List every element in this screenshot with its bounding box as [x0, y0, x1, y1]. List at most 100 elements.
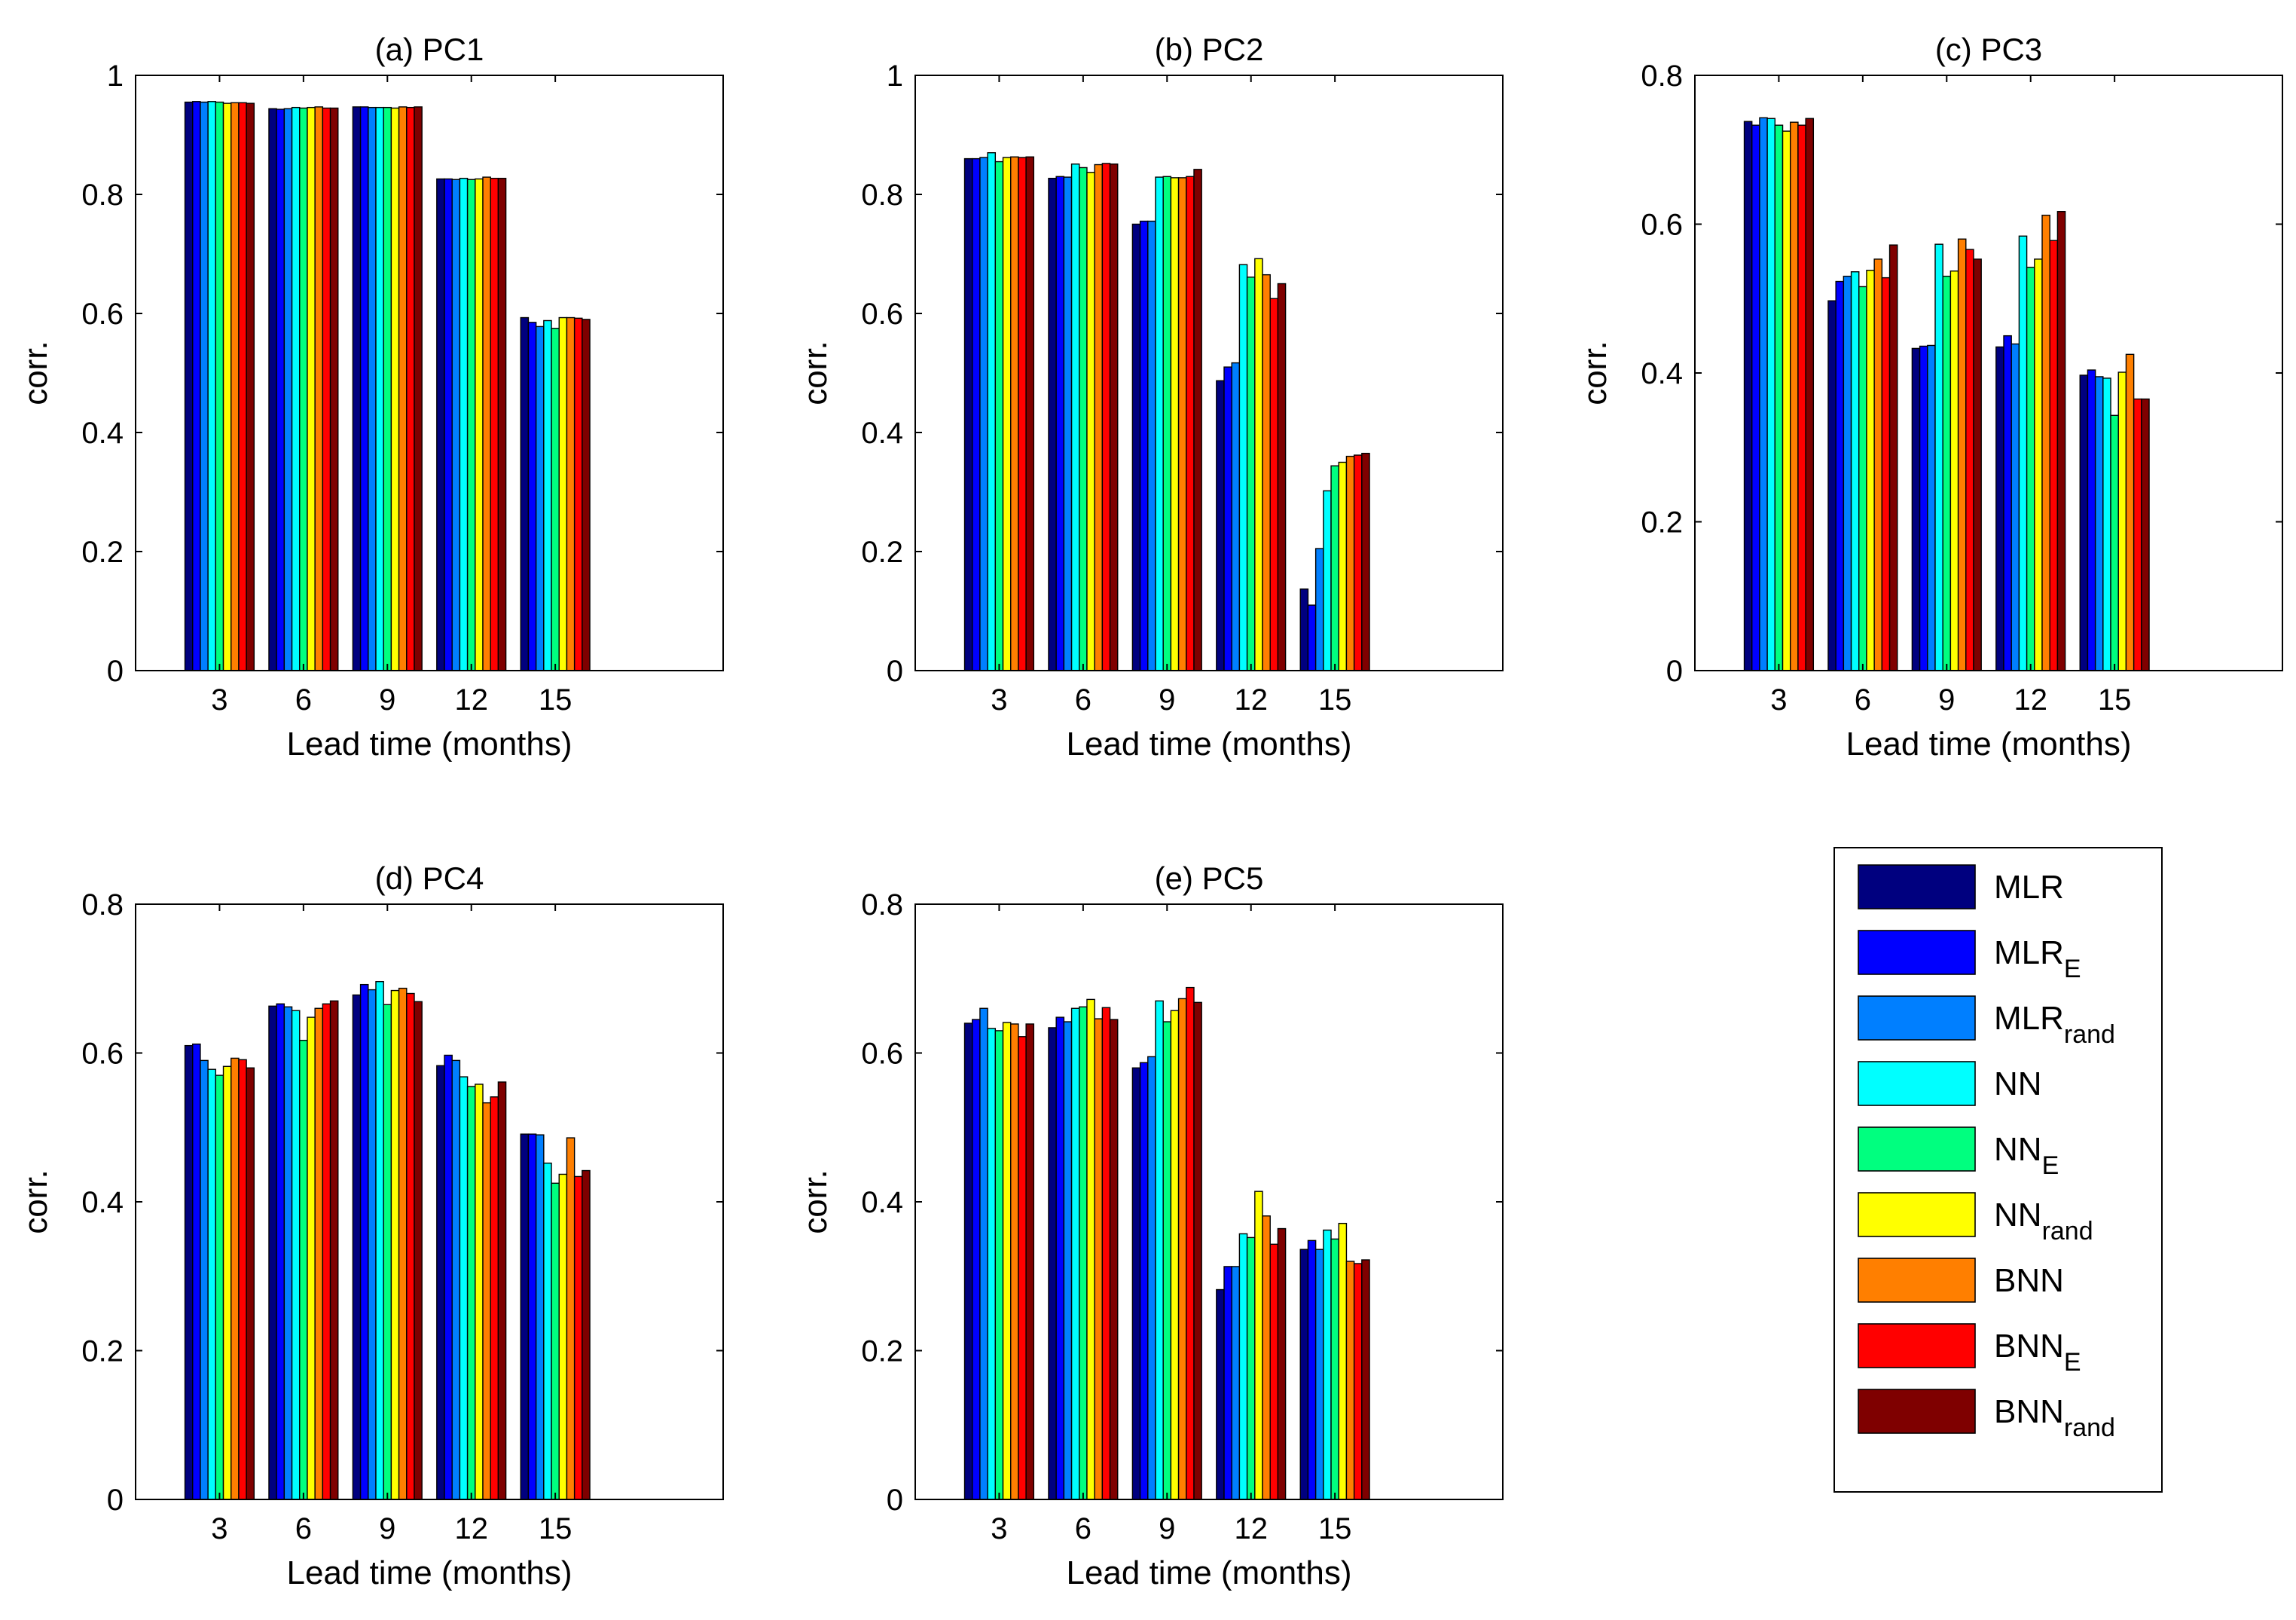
x-tick-label: 3: [1770, 683, 1787, 717]
bar-MLR-15: [520, 316, 530, 671]
bar-MLR-3: [184, 101, 194, 671]
bar-MLR_rand-12: [451, 179, 461, 671]
bar-BNN_rand-12: [1277, 283, 1287, 671]
y-tick-label: 0: [107, 1484, 124, 1517]
bar-NN_E-12: [466, 1086, 476, 1500]
bar-BNN_E-15: [1353, 1263, 1363, 1500]
legend-label: NN: [1994, 1065, 2042, 1102]
x-tick-label: 6: [295, 683, 312, 717]
bar-MLR_rand-9: [1147, 220, 1156, 671]
legend-swatch: [1858, 1323, 1976, 1368]
bar-MLR_E-6: [1835, 280, 1845, 671]
bar-NN_rand-9: [1170, 1010, 1180, 1500]
bar-NN-9: [1155, 1000, 1164, 1500]
bar-NN_E-6: [1858, 286, 1867, 671]
bar-MLR_rand-15: [535, 326, 545, 671]
bar-BNN-3: [1790, 121, 1799, 671]
x-tick-label: 9: [1159, 683, 1175, 717]
x-tick-label: 15: [2098, 683, 2132, 717]
bar-BNN_E-12: [1269, 298, 1279, 671]
bar-NN_rand-15: [1338, 1222, 1348, 1500]
bar-NN_E-12: [466, 179, 476, 671]
bar-NN_E-6: [1079, 1006, 1088, 1500]
bar-BNN-6: [1873, 258, 1883, 671]
bar-NN-12: [1238, 264, 1248, 671]
y-tick-label: 0.4: [861, 1186, 903, 1219]
bar-BNN-3: [231, 1057, 240, 1500]
bar-NN-6: [1070, 164, 1080, 671]
y-tick-label: 1: [107, 60, 124, 93]
bar-NN_rand-12: [475, 178, 484, 671]
bar-MLR_rand-3: [200, 1059, 209, 1500]
bar-NN_E-6: [299, 1040, 308, 1500]
x-axis-label: Lead time (months): [1066, 726, 1351, 763]
legend-swatch: [1858, 1258, 1976, 1303]
bar-BNN_rand-12: [2056, 211, 2066, 671]
bar-NN_E-15: [551, 328, 560, 671]
bar-MLR-6: [1827, 300, 1836, 671]
bar-MLR_rand-15: [1314, 548, 1324, 671]
x-tick-label: 6: [1075, 683, 1092, 717]
legend-swatch: [1858, 995, 1976, 1041]
bar-MLR_E-12: [444, 178, 453, 671]
bar-BNN-9: [398, 106, 408, 671]
y-axis-label: corr.: [1577, 341, 1614, 405]
bar-BNN_E-3: [238, 102, 247, 671]
bar-NN-3: [207, 1068, 217, 1500]
chart-panel-4: 0 0.2 0.4 0.6 0.8 3 6 9 12 15 (d) PC4 Lead time (mo…: [17, 860, 724, 1591]
bar-MLR_E-15: [1307, 1239, 1317, 1500]
x-tick-label: 3: [211, 683, 227, 717]
bar-NN-15: [2102, 377, 2111, 671]
bar-MLR-12: [436, 178, 445, 671]
bar-BNN-3: [1010, 156, 1019, 671]
bar-NN-6: [291, 106, 301, 671]
bar-BNN_rand-6: [1109, 164, 1119, 671]
bar-BNN_E-12: [2049, 240, 2059, 671]
y-tick-label: 1: [887, 60, 903, 93]
bar-NN_E-15: [1330, 465, 1339, 671]
y-tick-label: 0.2: [1641, 506, 1683, 539]
y-tick-label: 0.2: [81, 1335, 124, 1368]
x-tick-label: 12: [454, 683, 488, 717]
bar-BNN_E-12: [1269, 1243, 1279, 1500]
bar-BNN_E-15: [573, 1175, 583, 1500]
bar-BNN-15: [566, 1137, 576, 1500]
chart-title: (a) PC1: [375, 32, 484, 67]
bar-NN_E-3: [215, 101, 224, 671]
bar-BNN_rand-12: [1277, 1227, 1287, 1500]
bar-MLR_E-3: [1751, 124, 1760, 671]
y-axis-label: corr.: [17, 341, 54, 405]
bar-BNN-3: [1010, 1023, 1019, 1500]
bar-BNN_E-15: [2133, 398, 2142, 671]
bar-MLR_E-6: [276, 109, 285, 671]
bar-BNN_rand-6: [329, 107, 339, 671]
y-axis-label: corr.: [797, 1169, 834, 1234]
bar-BNN-9: [398, 987, 408, 1500]
bar-MLR-9: [1131, 1067, 1141, 1500]
bar-BNN_rand-15: [1361, 1259, 1370, 1500]
bar-BNN_E-6: [322, 1003, 331, 1500]
x-tick-label: 6: [1855, 683, 1871, 717]
bar-BNN_E-9: [1965, 249, 1974, 671]
bar-BNN-12: [482, 1102, 491, 1500]
y-tick-label: 0.6: [861, 298, 903, 331]
bar-NN_rand-6: [307, 1016, 316, 1500]
bar-NN_E-9: [383, 1004, 392, 1500]
bar-BNN_E-15: [1353, 454, 1363, 671]
bar-MLR_E-15: [2087, 369, 2096, 671]
bar-BNN-6: [314, 1007, 324, 1500]
bar-NN_rand-12: [2034, 258, 2043, 671]
bar-NN_E-12: [1246, 277, 1256, 671]
y-tick-label: 0.2: [81, 536, 124, 569]
bar-MLR_rand-3: [1759, 117, 1768, 671]
bar-MLR_E-12: [444, 1054, 453, 1500]
legend-swatch: [1858, 1389, 1976, 1434]
chart-panel-2: 0 0.2 0.4 0.6 0.8 1 3 6 9 12 15 (b) PC2 Lead time (m…: [797, 32, 1504, 763]
bar-BNN_rand-15: [2141, 398, 2150, 671]
bar-BNN_rand-3: [1025, 156, 1035, 671]
y-tick-label: 0.8: [81, 179, 124, 212]
y-tick-label: 0.4: [81, 1186, 124, 1219]
bar-MLR-15: [520, 1133, 530, 1500]
bar-MLR_E-6: [1055, 1016, 1065, 1500]
bar-MLR_E-12: [1223, 366, 1232, 671]
